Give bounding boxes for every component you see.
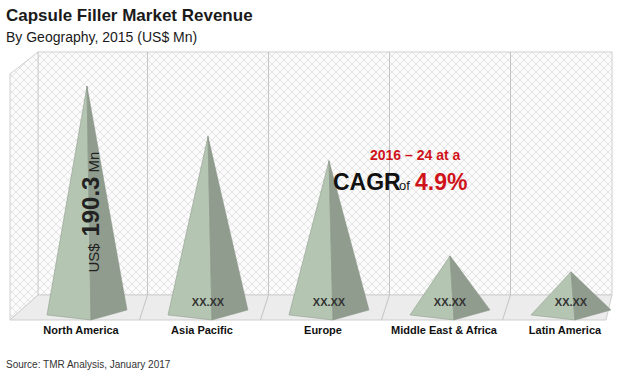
data-label: US$ 190.3 Mn xyxy=(77,152,104,273)
pyramid-face-left xyxy=(168,136,212,320)
category-label: Asia Pacific xyxy=(171,324,233,336)
divider xyxy=(503,52,511,320)
annotation-period: 2016 – 24 at a xyxy=(370,147,461,163)
annotation-cagr: CAGR xyxy=(333,169,401,195)
title: Capsule Filler Market Revenue xyxy=(6,6,253,25)
category-label: Latin America xyxy=(529,324,602,336)
side-wall xyxy=(10,52,38,320)
pyramid-face-right xyxy=(450,256,490,320)
annotation-rate: 4.9% xyxy=(415,169,467,195)
data-label: XX.XX xyxy=(555,296,588,308)
pyramid xyxy=(47,86,127,320)
annotation-of: of xyxy=(399,178,410,193)
category-label: Europe xyxy=(304,324,342,336)
divider xyxy=(140,52,148,320)
category-label: North America xyxy=(43,324,119,336)
pyramid-face-left xyxy=(410,256,454,320)
data-label-part: 190.3 xyxy=(77,177,104,244)
data-label: XX.XX xyxy=(434,296,467,308)
data-label-part: Mn xyxy=(85,152,102,177)
marks xyxy=(47,86,611,320)
data-label: XX.XX xyxy=(192,296,225,308)
data-label-part: US$ xyxy=(85,243,102,273)
data-label: XX.XX xyxy=(313,296,346,308)
divider xyxy=(261,52,269,320)
pyramid-face-right xyxy=(208,136,248,320)
category-label: Middle East & Africa xyxy=(391,324,498,336)
pyramid xyxy=(168,136,248,320)
pyramid xyxy=(531,272,611,320)
source: Source: TMR Analysis, January 2017 xyxy=(6,359,171,370)
subtitle: By Geography, 2015 (US$ Mn) xyxy=(6,29,197,45)
chart: Capsule Filler Market Revenue By Geograph… xyxy=(0,0,620,377)
pyramid xyxy=(410,256,490,320)
